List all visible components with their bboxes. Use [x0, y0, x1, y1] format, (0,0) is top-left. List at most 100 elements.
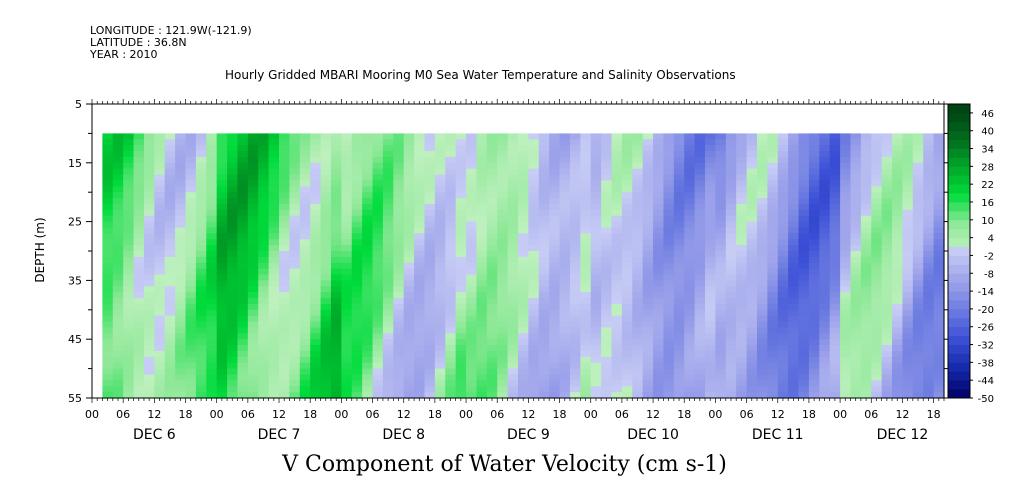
heatmap-cell [362, 274, 374, 281]
heatmap-cell [860, 280, 872, 287]
heatmap-cell [871, 380, 883, 387]
heatmap-cell [424, 227, 436, 234]
heatmap-cell [330, 145, 342, 152]
heatmap-cell [736, 215, 748, 223]
heatmap-cell [642, 192, 654, 199]
x-hour-label: 12 [272, 408, 286, 421]
heatmap-cell [850, 380, 862, 387]
heatmap-cell [216, 298, 228, 305]
heatmap-cell [601, 392, 613, 399]
heatmap-cell [123, 321, 135, 329]
heatmap-cell [351, 362, 363, 370]
heatmap-cell [341, 374, 353, 381]
heatmap-cell [611, 262, 623, 270]
heatmap-cell [725, 303, 737, 311]
heatmap-cell [320, 227, 332, 234]
heatmap-cell [923, 251, 935, 258]
heatmap-cell [237, 303, 249, 311]
heatmap-cell [528, 262, 540, 270]
heatmap-cell [881, 333, 893, 340]
heatmap-cell [424, 239, 436, 246]
heatmap-cell [185, 298, 197, 305]
heatmap-cell [237, 380, 249, 387]
heatmap-cell [216, 386, 228, 393]
heatmap-cell [590, 227, 602, 234]
heatmap-cell [486, 192, 498, 199]
heatmap-cell [777, 139, 789, 146]
heatmap-cell [569, 309, 581, 317]
heatmap-cell [268, 309, 280, 317]
heatmap-cell [195, 174, 207, 182]
heatmap-cell [715, 180, 727, 187]
heatmap-cell [206, 327, 218, 334]
heatmap-cell [216, 315, 228, 323]
heatmap-cell [569, 145, 581, 152]
heatmap-cell [341, 274, 353, 281]
heatmap-cell [923, 227, 935, 234]
heatmap-cell [559, 362, 571, 370]
heatmap-cell [414, 221, 426, 229]
heatmap-cell [393, 151, 405, 158]
heatmap-cell [549, 215, 561, 223]
heatmap-cell [434, 156, 446, 164]
heatmap-cell [601, 268, 613, 276]
heatmap-cell [393, 203, 405, 211]
heatmap-cell [247, 192, 259, 199]
heatmap-cell [632, 180, 644, 187]
heatmap-cell [372, 327, 384, 334]
heatmap-cell [123, 215, 135, 223]
heatmap-cell [756, 356, 768, 364]
heatmap-cell [403, 368, 415, 376]
heatmap-cell [434, 145, 446, 152]
colorbar-swatch [948, 291, 970, 301]
heatmap-cell [902, 239, 914, 246]
heatmap-cell [590, 292, 602, 299]
heatmap-cell [518, 180, 529, 187]
heatmap-cell [455, 239, 467, 246]
heatmap-cell [705, 368, 717, 376]
heatmap-cell [237, 251, 249, 258]
heatmap-cell [892, 280, 904, 287]
heatmap-cell [881, 239, 893, 246]
heatmap-cell [642, 368, 654, 376]
heatmap-cell [362, 198, 374, 205]
heatmap-cell [393, 168, 405, 176]
heatmap-cell [476, 180, 488, 187]
heatmap-cell [268, 298, 280, 305]
heatmap-cell [133, 133, 145, 140]
heatmap-cell [476, 321, 488, 329]
heatmap-cell [206, 221, 218, 229]
heatmap-cell [486, 186, 498, 193]
heatmap-cell [341, 345, 353, 352]
heatmap-cell [881, 374, 893, 381]
heatmap-cell [528, 309, 540, 317]
heatmap-cell [445, 209, 457, 217]
heatmap-cell [621, 245, 633, 252]
heatmap-cell [372, 245, 384, 252]
heatmap-cell [663, 274, 675, 281]
heatmap-cell [673, 209, 685, 217]
heatmap-cell [351, 327, 363, 334]
heatmap-cell [684, 315, 696, 323]
heatmap-cell [777, 274, 789, 281]
heatmap-cell [528, 386, 540, 393]
heatmap-cell [653, 239, 665, 246]
heatmap-cell [538, 327, 550, 334]
heatmap-cell [767, 180, 779, 187]
heatmap-cell [777, 386, 789, 393]
heatmap-cell [341, 350, 353, 358]
heatmap-cell [725, 280, 737, 287]
x-hour-label: 06 [740, 408, 754, 421]
heatmap-cell [424, 298, 436, 305]
heatmap-cell [725, 256, 737, 264]
heatmap-cell [486, 280, 498, 287]
heatmap-cell [237, 180, 249, 187]
colorbar-swatch [948, 308, 970, 319]
heatmap-cell [694, 156, 706, 164]
heatmap-cell [902, 333, 914, 340]
heatmap-cell [341, 162, 353, 170]
heatmap-cell [756, 303, 768, 311]
heatmap-cell [320, 233, 332, 240]
heatmap-cell [164, 151, 176, 158]
heatmap-cell [247, 145, 259, 152]
